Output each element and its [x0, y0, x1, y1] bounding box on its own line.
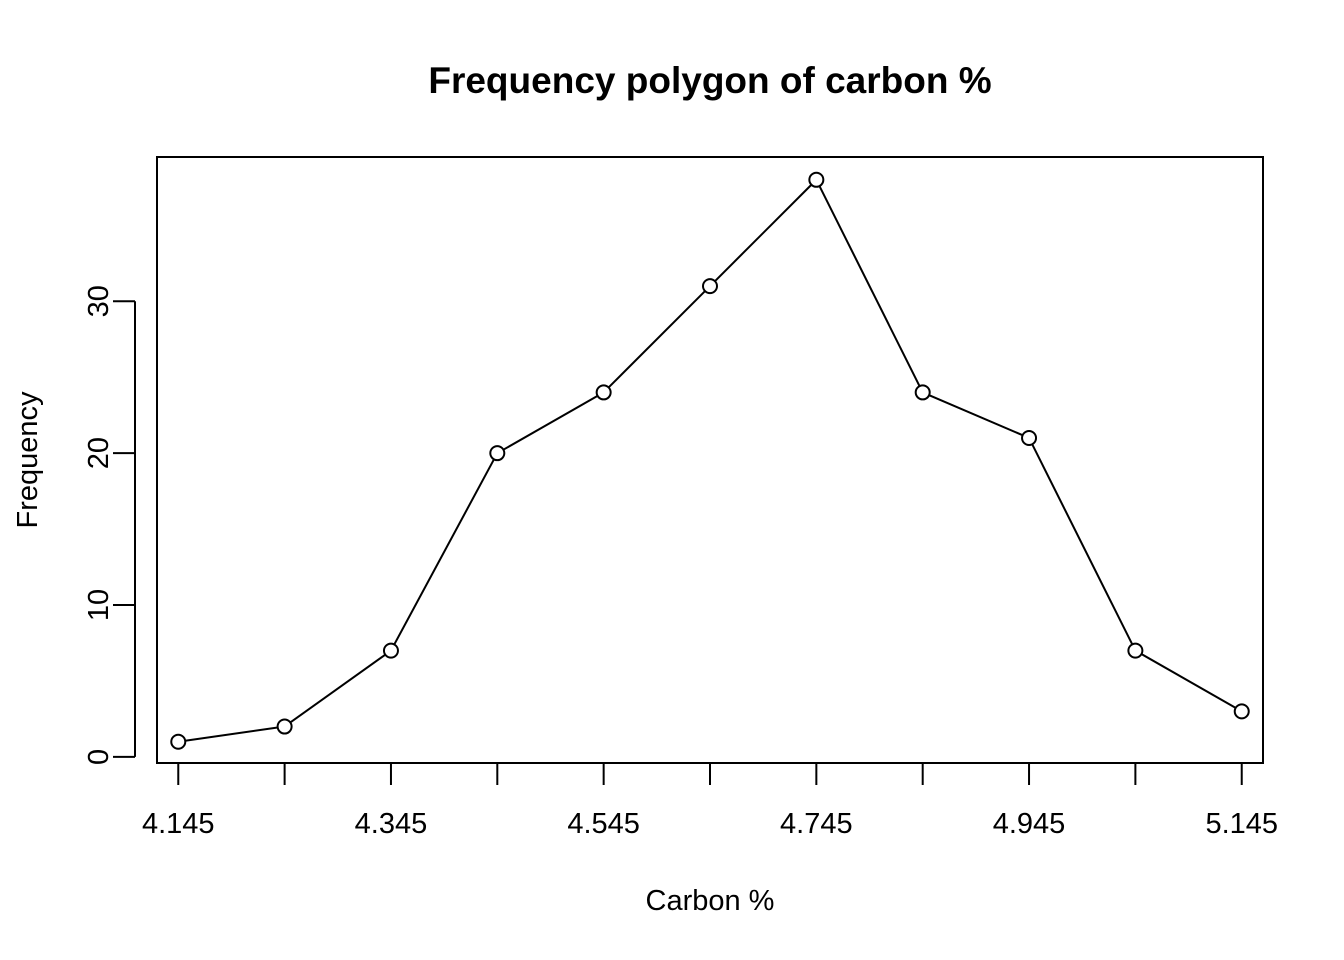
data-point — [808, 171, 825, 188]
series-line-segment — [502, 395, 599, 451]
plot-frame — [156, 156, 1264, 764]
y-tick-label: 20 — [83, 437, 115, 469]
data-point — [702, 278, 718, 295]
x-axis-label: Carbon % — [646, 885, 775, 917]
data-point — [489, 445, 506, 462]
data-point — [595, 384, 612, 401]
x-axis: 4.145 4.345 4.545 4.745 4.945 5.145 — [142, 762, 1278, 840]
data-point — [1127, 642, 1144, 659]
series-carbon-frequency — [170, 171, 1250, 750]
series-line-segment — [289, 653, 386, 724]
series-line-segment — [185, 726, 278, 742]
y-tick-label: 0 — [83, 749, 115, 765]
series-line-segment — [1140, 653, 1237, 709]
y-axis-label: Frequency — [12, 391, 44, 529]
chart-title: Frequency polygon of carbon % — [428, 60, 991, 101]
data-point — [276, 718, 293, 735]
data-point — [382, 642, 399, 659]
x-tick-label: 4.345 — [355, 808, 428, 840]
series-line-segment — [714, 184, 813, 282]
y-tick-label: 30 — [83, 285, 115, 317]
y-axis: 0 10 20 30 — [83, 285, 136, 765]
data-point — [914, 384, 931, 401]
x-tick-label: 4.545 — [567, 808, 640, 840]
series-line-segment — [818, 185, 921, 387]
series-line-segment — [928, 394, 1023, 437]
x-tick-label: 4.145 — [142, 808, 215, 840]
x-tick-label: 5.145 — [1205, 808, 1278, 840]
x-tick-label: 4.745 — [780, 808, 853, 840]
y-tick-label: 10 — [83, 589, 115, 621]
series-line-segment — [393, 458, 495, 645]
series-line-segment — [1031, 443, 1134, 645]
data-point — [1233, 703, 1250, 720]
data-point — [170, 733, 187, 750]
x-tick-label: 4.945 — [993, 808, 1066, 840]
data-point — [1021, 429, 1038, 446]
series-line-segment — [607, 290, 706, 389]
